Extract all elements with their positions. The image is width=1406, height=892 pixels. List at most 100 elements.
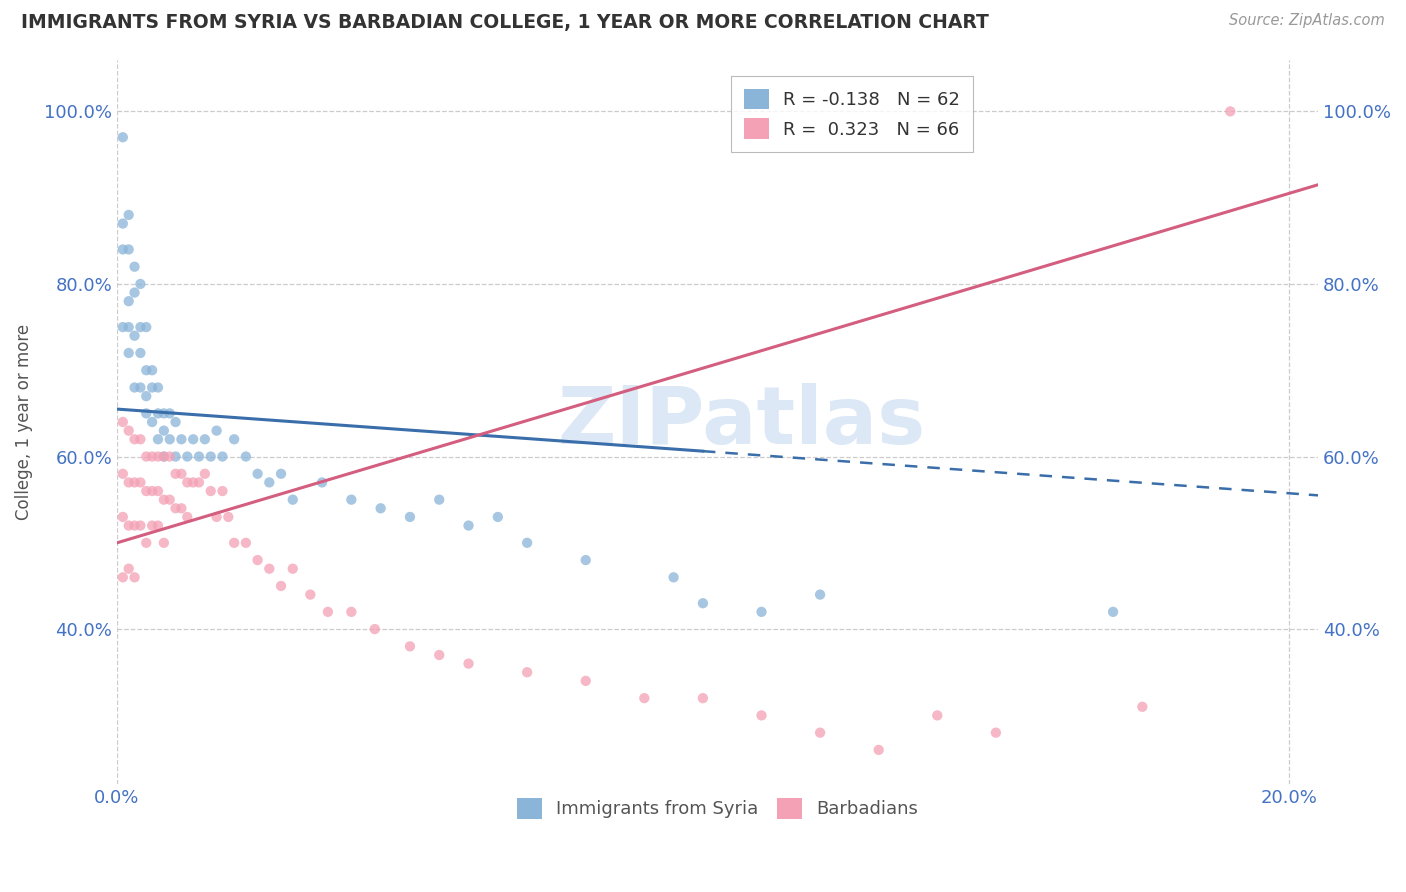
Point [135,483,157,498]
Point [146,450,169,464]
Point [808,588,831,602]
Point [118,243,141,257]
Point [205,424,228,438]
Point [118,294,141,309]
Point [1102,605,1125,619]
Point [146,518,169,533]
Point [118,320,141,334]
Point [246,553,269,567]
Point [1130,699,1153,714]
Text: IMMIGRANTS FROM SYRIA VS BARBADIAN COLLEGE, 1 YEAR OR MORE CORRELATION CHART: IMMIGRANTS FROM SYRIA VS BARBADIAN COLLE… [21,13,988,32]
Point [399,510,422,524]
Point [633,691,655,706]
Point [751,708,773,723]
Point [246,467,269,481]
Point [141,415,163,429]
Legend: Immigrants from Syria, Barbadians: Immigrants from Syria, Barbadians [509,791,925,826]
Point [176,510,198,524]
Text: Source: ZipAtlas.com: Source: ZipAtlas.com [1229,13,1385,29]
Point [176,450,198,464]
Point [170,501,193,516]
Point [153,424,176,438]
Point [111,415,134,429]
Point [170,432,193,446]
Point [135,406,157,420]
Point [340,492,363,507]
Point [211,483,233,498]
Point [135,389,157,403]
Point [118,475,141,490]
Point [129,518,152,533]
Point [153,450,176,464]
Point [311,475,333,490]
Point [111,570,134,584]
Point [692,691,714,706]
Point [984,725,1007,739]
Point [146,380,169,394]
Point [124,475,146,490]
Point [427,648,450,662]
Point [176,475,198,490]
Point [170,467,193,481]
Point [165,467,187,481]
Point [211,450,233,464]
Point [516,536,538,550]
Point [662,570,685,584]
Point [111,510,134,524]
Point [135,536,157,550]
Point [118,518,141,533]
Point [135,363,157,377]
Point [270,579,292,593]
Point [427,492,450,507]
Point [224,536,246,550]
Point [124,285,146,300]
Point [575,673,598,688]
Point [194,467,217,481]
Point [124,432,146,446]
Point [159,450,181,464]
Point [141,518,163,533]
Point [281,492,304,507]
Point [299,588,322,602]
Point [235,450,257,464]
Point [200,483,222,498]
Point [181,475,204,490]
Point [270,467,292,481]
Point [153,450,176,464]
Point [235,536,257,550]
Point [146,406,169,420]
Point [111,130,134,145]
Point [692,596,714,610]
Point [205,510,228,524]
Point [259,475,281,490]
Point [868,743,890,757]
Point [281,562,304,576]
Point [141,363,163,377]
Point [159,432,181,446]
Y-axis label: College, 1 year or more: College, 1 year or more [15,324,32,520]
Point [146,432,169,446]
Point [111,217,134,231]
Point [457,518,479,533]
Point [135,450,157,464]
Point [129,320,152,334]
Point [118,346,141,360]
Point [129,277,152,291]
Point [135,320,157,334]
Point [194,432,217,446]
Point [370,501,392,516]
Point [516,665,538,680]
Point [181,432,204,446]
Point [124,328,146,343]
Point [200,450,222,464]
Point [575,553,598,567]
Point [259,562,281,576]
Point [111,243,134,257]
Point [118,562,141,576]
Point [129,346,152,360]
Point [159,492,181,507]
Point [165,450,187,464]
Point [153,536,176,550]
Text: ZIPatlas: ZIPatlas [557,383,925,461]
Point [111,320,134,334]
